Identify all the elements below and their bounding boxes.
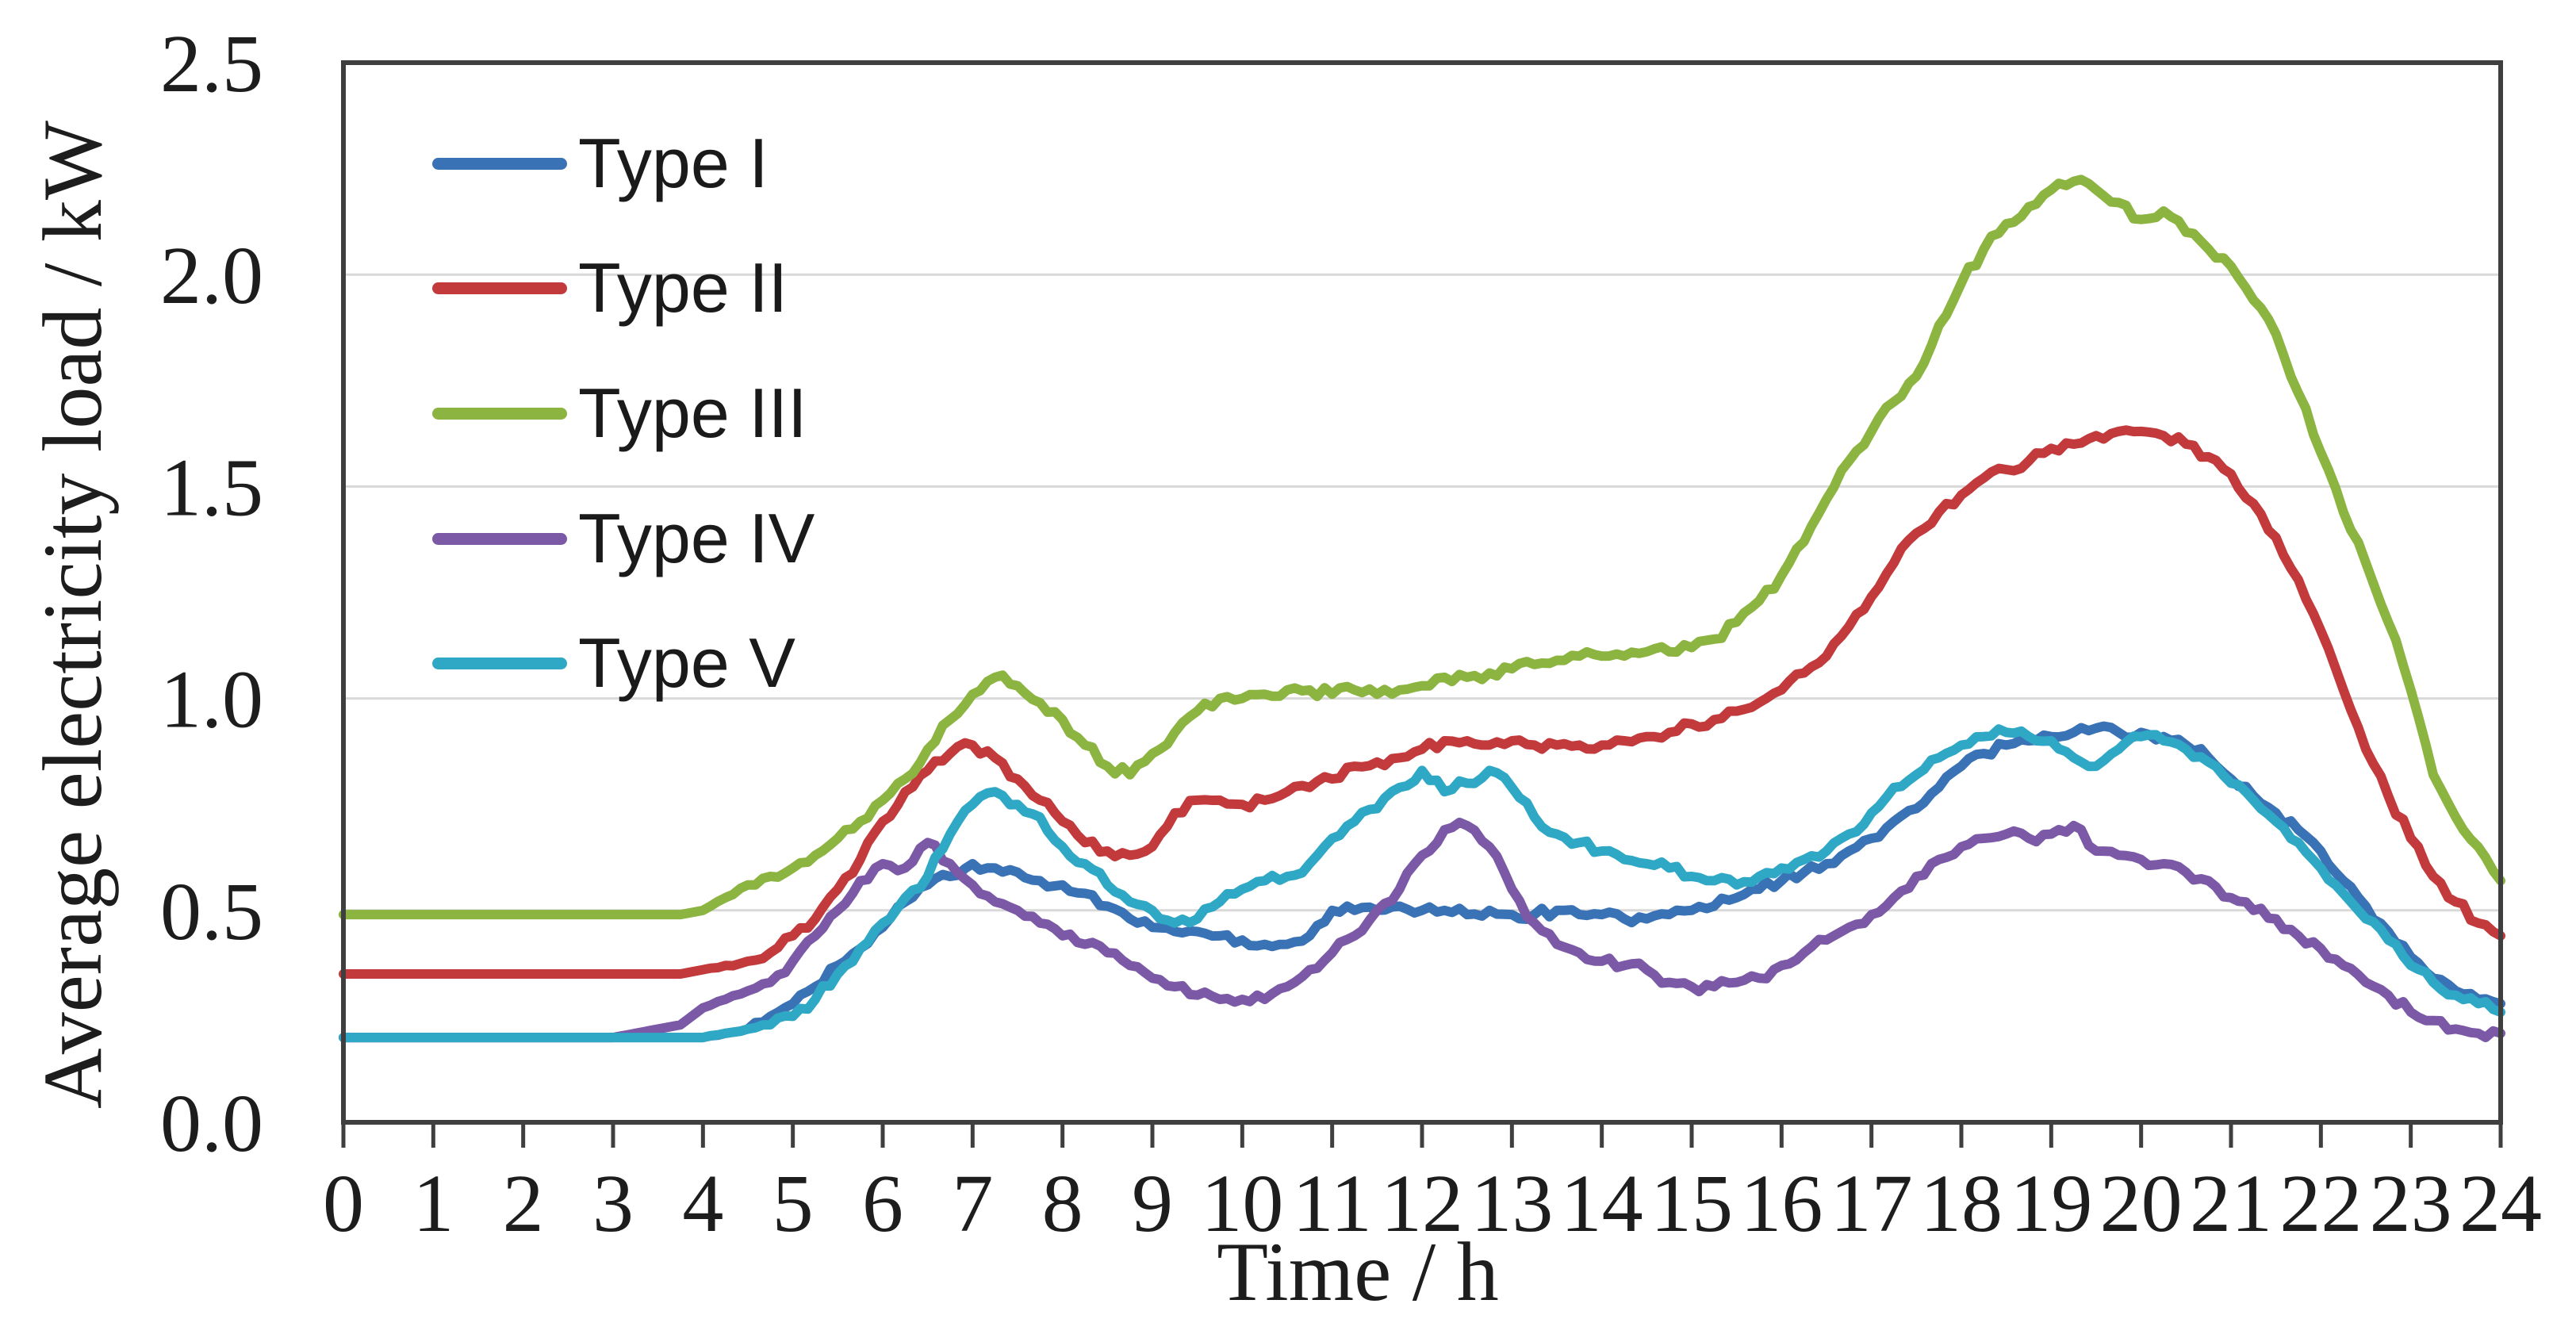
x-axis-title: Time / h bbox=[1217, 1225, 1499, 1318]
x-tick-label: 0 bbox=[323, 1158, 364, 1249]
legend-item-type-i: Type I bbox=[432, 125, 769, 201]
x-tick-label: 4 bbox=[682, 1158, 723, 1249]
legend-label: Type III bbox=[578, 374, 807, 452]
y-tick-label: 0.5 bbox=[160, 866, 263, 957]
legend-item-type-iii: Type III bbox=[432, 375, 807, 451]
y-tick-label: 1.5 bbox=[160, 442, 263, 533]
x-tick-label: 17 bbox=[1830, 1158, 1913, 1249]
x-tick-label: 8 bbox=[1042, 1158, 1083, 1249]
x-tick-label: 9 bbox=[1132, 1158, 1173, 1249]
legend-line-swatch bbox=[432, 657, 567, 669]
legend-line-swatch bbox=[432, 157, 567, 170]
x-tick-label: 15 bbox=[1650, 1158, 1733, 1249]
series-line-type-iii bbox=[339, 174, 2505, 920]
x-tick-label: 24 bbox=[2459, 1158, 2542, 1249]
x-tick-label: 5 bbox=[772, 1158, 814, 1249]
x-tick-label: 7 bbox=[952, 1158, 993, 1249]
legend-item-type-ii: Type II bbox=[432, 250, 788, 326]
legend-line-swatch bbox=[432, 407, 567, 420]
x-tick-label: 22 bbox=[2279, 1158, 2362, 1249]
x-tick-label: 21 bbox=[2190, 1158, 2272, 1249]
x-tick-label: 6 bbox=[862, 1158, 903, 1249]
y-tick-label: 2.0 bbox=[160, 230, 263, 321]
x-tick-label: 3 bbox=[592, 1158, 634, 1249]
x-tick-label: 23 bbox=[2370, 1158, 2452, 1249]
legend-line-swatch bbox=[432, 282, 567, 294]
y-tick-label: 1.0 bbox=[160, 654, 263, 746]
x-tick-label: 18 bbox=[1920, 1158, 2003, 1249]
x-tick-label: 12 bbox=[1381, 1158, 1463, 1249]
x-tick-label: 13 bbox=[1470, 1158, 1553, 1249]
x-tick-label: 10 bbox=[1201, 1158, 1283, 1249]
legend-item-type-v: Type V bbox=[432, 625, 795, 701]
x-tick-label: 16 bbox=[1740, 1158, 1823, 1249]
legend-label: Type I bbox=[578, 124, 769, 202]
x-tick-label: 20 bbox=[2100, 1158, 2183, 1249]
series-line-type-v bbox=[339, 724, 2505, 1043]
x-tick-label: 14 bbox=[1561, 1158, 1643, 1249]
series-line-type-ii bbox=[339, 425, 2505, 979]
y-tick-label: 2.5 bbox=[160, 18, 263, 109]
x-tick-label: 1 bbox=[412, 1158, 454, 1249]
y-axis-title: Average electricity load / kW bbox=[26, 121, 119, 1109]
x-tick-label: 19 bbox=[2010, 1158, 2092, 1249]
x-tick-label: 2 bbox=[503, 1158, 544, 1249]
series-line-type-iv bbox=[339, 817, 2505, 1043]
legend-label: Type IV bbox=[578, 499, 815, 577]
legend-line-swatch bbox=[432, 532, 567, 545]
legend-item-type-iv: Type IV bbox=[432, 500, 815, 577]
legend-label: Type II bbox=[578, 248, 788, 327]
x-tick-label: 11 bbox=[1293, 1158, 1372, 1249]
legend-label: Type V bbox=[578, 623, 795, 702]
y-tick-label: 0.0 bbox=[160, 1078, 263, 1169]
